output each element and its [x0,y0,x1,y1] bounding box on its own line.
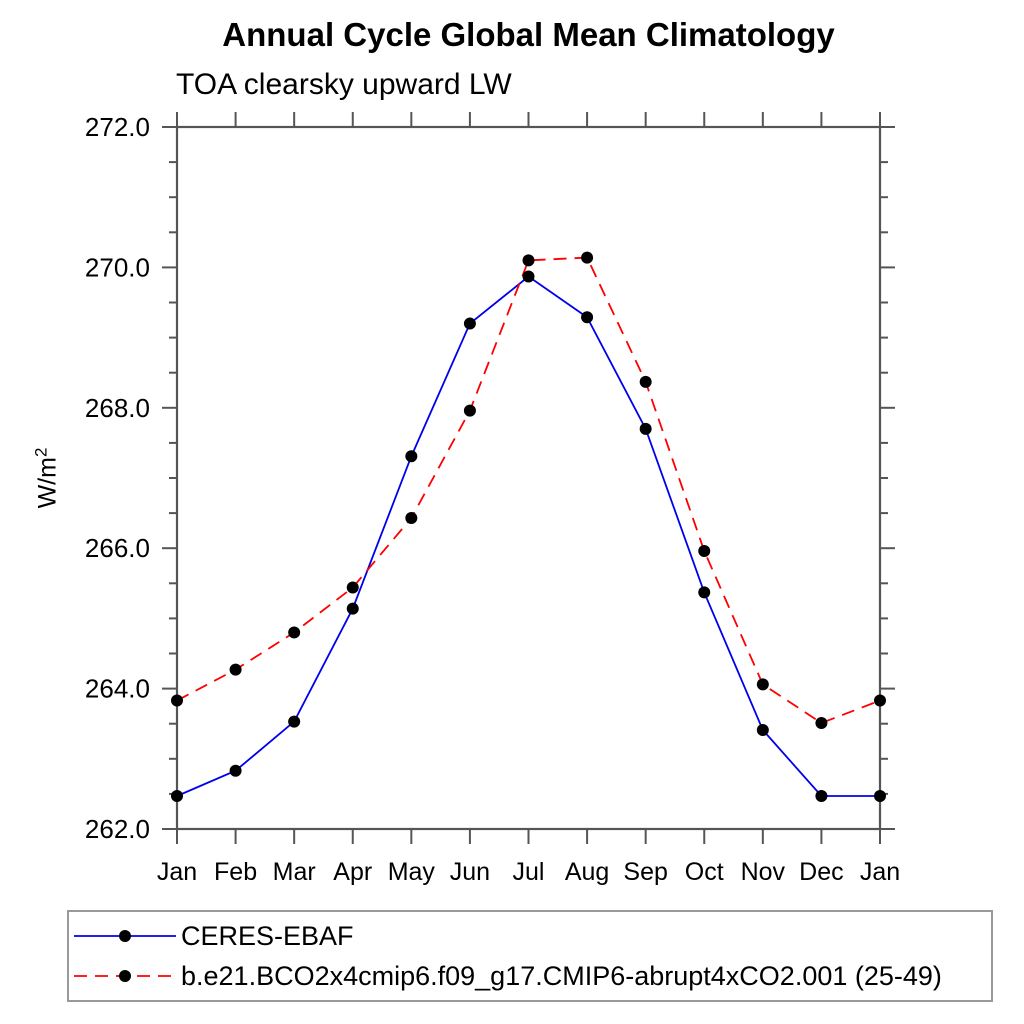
svg-text:Oct: Oct [685,858,724,886]
svg-text:262.0: 262.0 [85,814,150,844]
svg-text:Feb: Feb [214,858,257,886]
svg-text:Sep: Sep [623,858,667,886]
legend-label-model: b.e21.BCO2x4cmip6.f09_g17.CMIP6-abrupt4x… [181,960,942,991]
svg-text:Jul: Jul [513,858,545,886]
svg-text:Mar: Mar [273,858,316,886]
legend: CERES-EBAF b.e21.BCO2x4cmip6.f09_g17.CMI… [67,910,993,1002]
svg-text:270.0: 270.0 [85,252,150,282]
axis-frame [175,125,882,831]
svg-text:272.0: 272.0 [85,112,150,142]
svg-text:268.0: 268.0 [85,393,150,423]
data-series [171,251,886,803]
chart-subtitle: TOA clearsky upward LW [176,68,512,101]
svg-text:Jun: Jun [450,858,490,886]
svg-text:264.0: 264.0 [85,674,150,704]
axis-ticks [162,112,895,844]
chart-canvas: 262.0 264.0 266.0 268.0 270.0 272.0 Jan Feb Mar… [85,112,900,886]
svg-text:Nov: Nov [741,858,786,886]
legend-line-sample-dashed [74,970,176,982]
x-tick-labels: Jan Feb Mar Apr May Jun Jul Aug Sep Oct Nov Dec Jan [157,858,900,886]
svg-text:Apr: Apr [333,858,372,886]
svg-text:Aug: Aug [565,858,609,886]
legend-label-ceres: CERES-EBAF [181,920,354,951]
svg-text:May: May [388,858,436,886]
svg-text:Jan: Jan [157,858,197,886]
chart-title: Annual Cycle Global Mean Climatology [222,16,835,53]
legend-item-ceres: CERES-EBAF [69,919,991,953]
svg-text:266.0: 266.0 [85,533,150,563]
svg-text:Jan: Jan [860,858,900,886]
svg-text:Dec: Dec [799,858,843,886]
y-tick-labels: 262.0 264.0 266.0 268.0 270.0 272.0 [85,112,150,844]
legend-item-model: b.e21.BCO2x4cmip6.f09_g17.CMIP6-abrupt4x… [69,959,991,993]
legend-line-sample-solid [74,930,176,942]
